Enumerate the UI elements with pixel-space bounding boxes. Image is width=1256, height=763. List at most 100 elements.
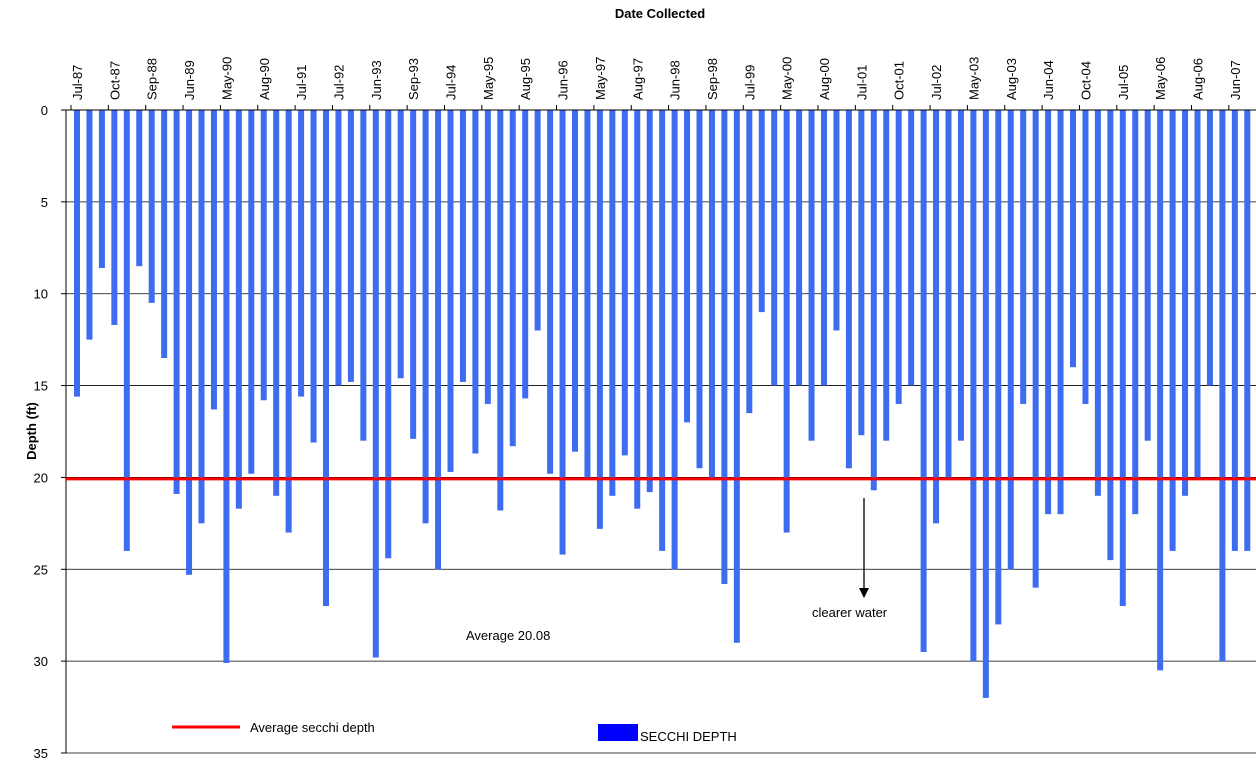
y-tick-label: 25 [34,562,48,577]
x-tick-label: Jun-93 [369,60,384,100]
bar [1206,110,1213,386]
bar [646,110,653,493]
bar [472,110,479,454]
bar [335,110,342,386]
bar [323,110,329,607]
bar [161,110,168,359]
x-tick-label: May-03 [966,57,981,100]
bar [1070,110,1076,368]
bar [123,110,130,551]
bar [758,110,765,313]
x-tick-label: Jul-01 [854,65,869,100]
bar [1231,110,1238,551]
bar [111,110,118,325]
bar [260,110,267,401]
bar [74,110,80,397]
x-tick-label: Jun-04 [1041,60,1056,100]
bar [397,110,404,379]
bar [634,110,641,509]
bar [1119,110,1126,607]
bar [1032,110,1039,588]
x-tick-label: May-97 [593,57,608,100]
x-tick-label: Aug-00 [817,58,832,100]
legend-swatch [598,724,638,741]
bar [1219,110,1226,662]
bar [659,110,666,551]
x-tick-label: Jul-94 [444,65,459,100]
bar [559,110,566,555]
x-tick-label: Jul-91 [294,65,309,100]
bar [733,110,740,643]
bar [372,110,379,658]
bar [1107,110,1114,561]
bar [596,110,603,529]
x-tick-label: Aug-97 [630,58,645,100]
x-tick-label: Aug-95 [518,58,533,100]
x-tick-label: Jun-07 [1228,60,1243,100]
bar [509,110,516,447]
bar [609,110,616,496]
bar [870,110,877,491]
bar [360,110,367,441]
y-tick-label: 15 [34,379,48,394]
y-tick-label: 20 [34,470,48,485]
x-tick-label: Jun-96 [556,60,571,100]
bar [845,110,852,469]
bar [1169,110,1176,551]
bar [696,110,703,469]
bar [186,110,193,575]
arrow-head [859,588,869,598]
bar [1007,110,1014,570]
bar [310,110,317,443]
y-tick-label: 0 [41,103,48,118]
bar [833,110,840,331]
bar [808,110,815,441]
bar [783,110,790,533]
bar [957,110,964,441]
bar [708,110,715,478]
bar [858,110,865,436]
bar [584,110,591,478]
bar [435,110,442,570]
bar [136,110,143,267]
annotation: Average 20.08 [466,628,550,643]
bar [347,110,354,382]
x-tick-label: Aug-06 [1191,58,1206,100]
x-tick-label: Oct-04 [1078,61,1093,100]
x-tick-label: Aug-03 [1004,58,1019,100]
x-tick-label: May-95 [481,57,496,100]
annotation: clearer water [812,605,888,620]
bar [148,110,155,303]
x-tick-label: May-06 [1153,57,1168,100]
bar [173,110,180,494]
bar [522,110,529,399]
x-tick-label: Jun-98 [668,60,683,100]
y-tick-label: 5 [41,195,48,210]
bar [385,110,392,559]
bar [671,110,678,570]
bar [534,110,541,331]
y-tick-label: 30 [34,654,48,669]
bar [572,110,578,452]
x-tick-label: Oct-87 [107,61,122,100]
bar [920,110,927,652]
bar [1144,110,1151,441]
legend-label: SECCHI DEPTH [640,729,737,744]
bar [298,110,305,397]
bar [933,110,940,524]
bar [1244,110,1251,551]
bar [684,110,691,423]
bar [86,110,93,340]
x-tick-label: May-90 [219,57,234,100]
bar [796,110,803,386]
bar [459,110,466,382]
bar [1082,110,1089,404]
bar [883,110,890,441]
bar [1132,110,1139,515]
bar [1057,110,1064,515]
bar [970,110,977,662]
bar [1182,110,1189,496]
legend-label: Average secchi depth [250,720,375,735]
bar [1194,110,1201,478]
